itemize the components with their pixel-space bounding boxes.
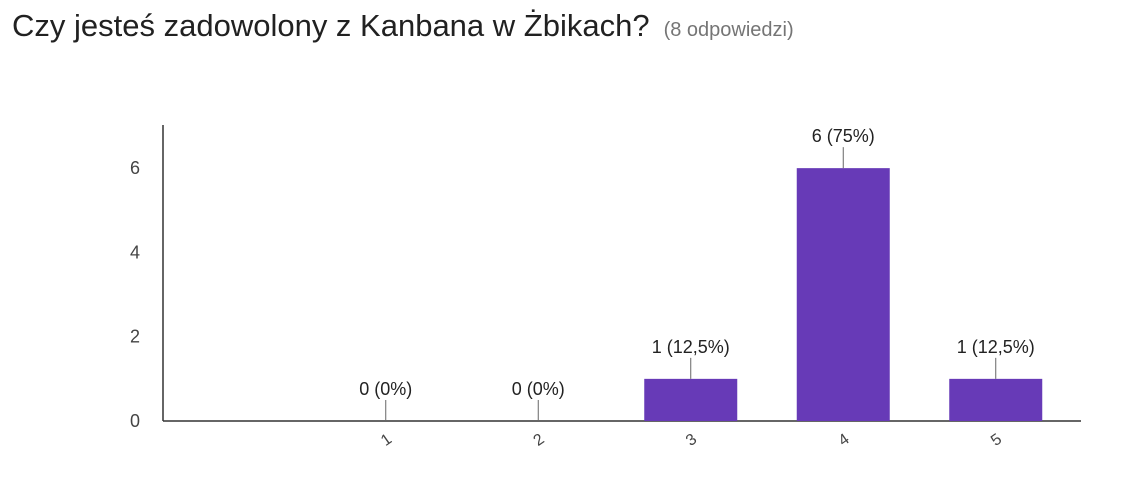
data-label: 1 (12,5%) <box>957 337 1035 357</box>
x-tick-label: 5 <box>988 431 1005 450</box>
x-tick-label: 4 <box>836 431 853 450</box>
response-count: (8 odpowiedzi) <box>663 19 794 41</box>
x-tick-label: 1 <box>378 431 395 450</box>
bar <box>796 168 890 421</box>
data-label: 6 (75%) <box>812 126 875 146</box>
bar <box>949 378 1043 421</box>
y-tick-label: 4 <box>130 242 140 262</box>
x-tick-label: 2 <box>531 431 548 450</box>
data-label: 0 (0%) <box>359 379 412 399</box>
y-tick-label: 6 <box>130 158 140 178</box>
data-label: 1 (12,5%) <box>652 337 730 357</box>
y-tick-label: 0 <box>130 411 140 431</box>
bar <box>644 378 738 421</box>
question-header: Czy jesteś zadowolony z Kanbana w Żbikac… <box>12 8 794 44</box>
x-tick-label: 3 <box>683 431 700 450</box>
data-label: 0 (0%) <box>512 379 565 399</box>
y-tick-label: 2 <box>130 327 140 347</box>
question-title: Czy jesteś zadowolony z Kanbana w Żbikac… <box>12 8 650 43</box>
